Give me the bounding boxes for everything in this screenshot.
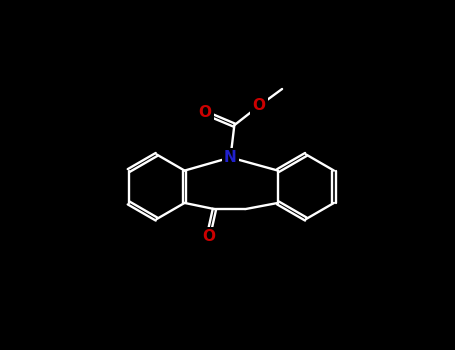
Text: N: N — [224, 150, 237, 165]
Text: O: O — [202, 229, 215, 244]
Text: O: O — [198, 105, 212, 120]
Text: O: O — [253, 98, 265, 113]
